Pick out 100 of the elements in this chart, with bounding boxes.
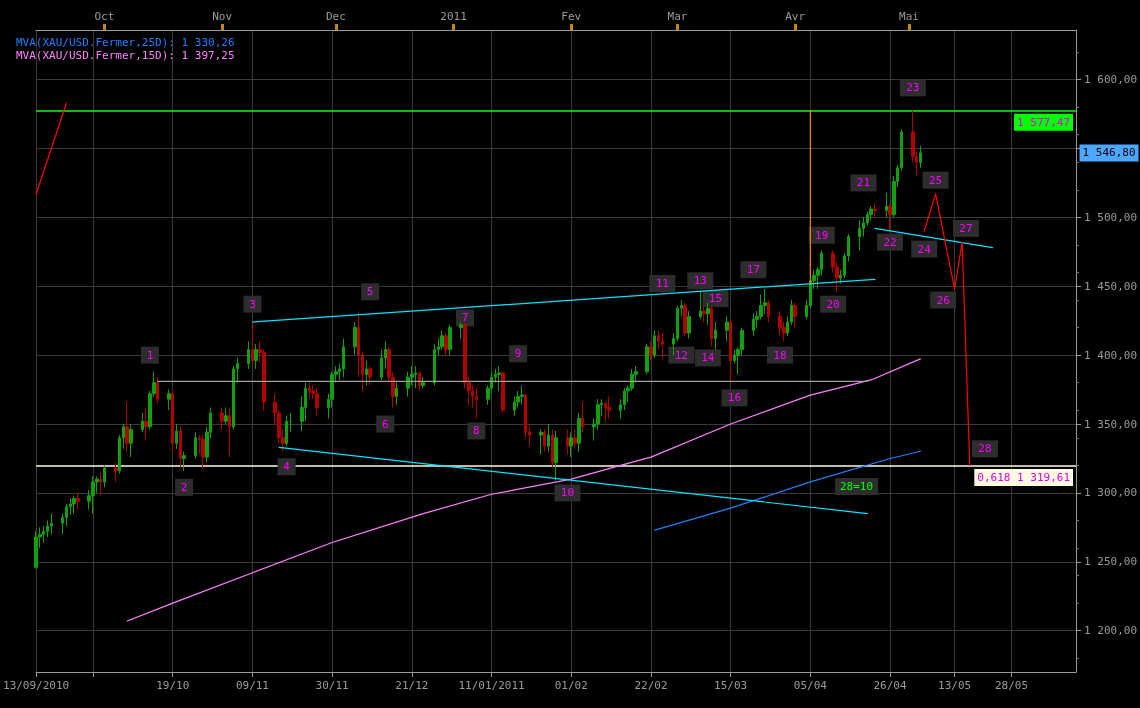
candlestick [129,423,133,458]
y-tick-label: 1 250,00 [1084,555,1137,569]
annotation: 4 [283,460,291,474]
candlestick [581,401,584,433]
candlestick [888,203,892,232]
annotation: 2 [180,480,188,494]
candlestick [289,412,292,433]
x2-tick-label: Fev [561,10,582,23]
candlestick [706,302,710,326]
candlestick [729,318,732,381]
candlestick [873,203,877,218]
candlestick [459,321,463,340]
x-tick-label: 13/05 [938,679,972,692]
annotation: 20 [826,297,840,311]
x-tick-label: 19/10 [156,679,190,692]
candlestick [683,302,687,337]
text: 1 546,80 [1082,146,1136,160]
candlestick [254,343,258,370]
candlestick [34,530,38,570]
y-tick-label: 1 400,00 [1084,348,1137,362]
candlestick [551,429,554,469]
candlestick [50,513,53,535]
candlestick [919,145,922,169]
candlestick [513,395,516,417]
annotation: 11 [655,276,669,290]
y-tick-label: 1 200,00 [1084,624,1137,638]
candlestick [285,415,288,447]
annotation: 24 [917,242,932,256]
annotation: 3 [249,297,256,311]
x-tick-label: 21/12 [395,679,429,692]
x-tick-label: 11/01/2011 [458,679,525,692]
x-tick-label: 15/03 [714,679,748,692]
annotation: 17 [746,263,761,277]
candlestick [353,321,357,356]
candlestick [858,219,861,251]
candlestick [554,430,558,481]
candlestick [543,429,546,453]
x-tick-label: 30/11 [315,679,349,692]
candlestick [220,406,224,431]
candlestick [569,431,573,458]
annotation: 13 [693,274,707,288]
candlestick [725,316,729,342]
candlestick [440,329,444,351]
candlestick [194,431,197,459]
candlestick [114,462,118,483]
candlestick [171,390,174,453]
candlestick [342,338,345,378]
candlestick [433,343,436,386]
x-tick-label: 05/04 [793,679,828,692]
candlestick [547,423,550,453]
candlestick [501,371,505,414]
annotation: 25 [928,173,943,187]
annotation: 16 [727,391,742,405]
x-tick-label: 22/02 [634,679,668,692]
candlestick [125,401,129,453]
annotation: 28 [978,442,992,456]
annotation: 21 [856,176,871,190]
candlestick [573,429,577,450]
candlestick [201,434,205,469]
candlestick [497,365,501,392]
candlestick [76,492,80,510]
candlestick [224,406,228,425]
annotation: 22 [883,235,897,249]
x-tick-label: 28/05 [994,679,1029,692]
candlestick [448,324,452,356]
candlestick [175,423,178,450]
candlestick [72,495,76,515]
candlestick [566,429,569,455]
annotation: 15 [708,292,723,306]
candlestick [710,305,713,348]
text: MVA(XAU/USD.Fermer,25D): 1 330,26 [16,36,235,49]
x2-tick-label: Oct [94,10,115,23]
candlestick [687,310,691,340]
candlestick [649,340,653,362]
candlestick [645,343,649,375]
annotation: 12 [674,348,688,362]
candlestick [103,464,106,488]
text: MVA(XAU/USD.Fermer,15D): 1 397,25 [16,49,235,62]
y-tick-label: 1 600,00 [1084,73,1137,87]
annotation: 10 [560,486,575,500]
x-tick-label: 13/09/2010 [3,679,70,692]
candlestick [247,340,250,370]
candlestick [778,310,782,337]
x2-tick-label: 2011 [440,10,467,23]
candlestick [251,321,254,367]
candlestick [179,426,182,469]
candlestick [421,376,425,389]
annotation: 28=10 [840,480,874,493]
candlestick [661,332,664,359]
candlestick [714,321,717,351]
candlestick [418,371,421,392]
candlestick [767,299,770,323]
y-tick-label: 1 300,00 [1084,486,1137,500]
candlestick [885,192,888,218]
candlestick [365,360,368,386]
annotation: 9 [514,347,522,361]
x-tick-label: 01/02 [554,679,588,692]
x2-tick-label: Nov [212,10,233,23]
candlestick [228,406,231,458]
candlestick [577,412,581,453]
